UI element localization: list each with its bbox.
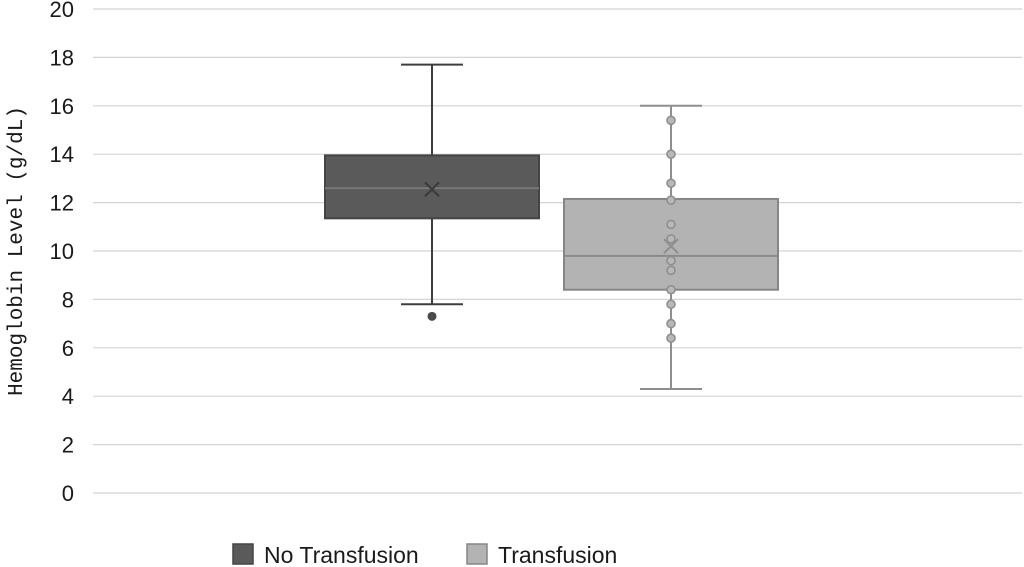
legend: No Transfusion Transfusion — [232, 542, 617, 567]
y-tick-label: 6 — [62, 336, 74, 361]
data-point — [666, 115, 676, 126]
y-tick-label: 14 — [50, 142, 74, 167]
data-point — [666, 284, 676, 295]
data-point — [666, 265, 676, 276]
data-point — [666, 219, 676, 230]
y-tick-label: 4 — [62, 384, 74, 409]
data-point — [666, 318, 676, 329]
legend-swatch — [466, 543, 488, 565]
y-tick-label: 0 — [62, 481, 74, 506]
box-series — [324, 63, 779, 390]
iqr-box — [563, 197, 779, 291]
y-tick-label: 16 — [50, 94, 74, 119]
y-tick-label: 12 — [50, 191, 74, 216]
mean-marker — [424, 181, 440, 197]
grid-lines — [93, 8, 1022, 494]
y-axis-ticks: 0 2 4 6 8 10 12 14 16 18 20 — [50, 0, 74, 506]
mean-marker — [663, 238, 679, 254]
iqr-box — [324, 154, 540, 220]
y-tick-label: 18 — [50, 45, 74, 70]
data-point — [666, 299, 676, 310]
y-tick-label: 2 — [62, 433, 74, 458]
y-axis-label: Hemoglobin Level (g/dL) — [6, 106, 29, 396]
legend-label: No Transfusion — [264, 542, 419, 567]
data-point — [666, 149, 676, 159]
outlier-point — [427, 311, 437, 321]
box-transfusion — [563, 104, 779, 390]
y-tick-label: 8 — [62, 287, 74, 312]
y-tick-label: 10 — [50, 239, 74, 264]
data-point — [666, 255, 676, 266]
box-no-transfusion — [324, 63, 540, 321]
legend-swatch — [232, 543, 254, 565]
y-tick-label: 20 — [50, 0, 74, 22]
legend-label: Transfusion — [498, 542, 617, 567]
data-point — [666, 195, 676, 205]
data-point — [666, 234, 676, 244]
data-point — [666, 178, 676, 189]
data-point — [666, 333, 676, 343]
